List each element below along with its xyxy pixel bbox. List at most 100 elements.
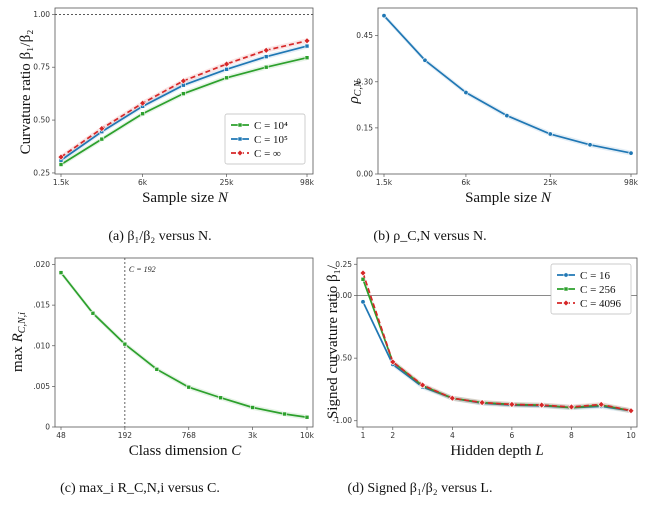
data-point (58, 270, 64, 275)
data-point (90, 310, 96, 316)
panel-caption: (a) β₁/β₂ versus N. (108, 229, 211, 244)
data-point (224, 75, 229, 81)
y-tick-label: .005 (33, 382, 50, 391)
x-axis-label: Sample size N (465, 190, 552, 206)
panel-a: 1.5k 6k 25k 98k 0.25 0.50 0.75 1.00 Sample size … (18, 7, 315, 244)
y-tick-label: 0.25 (33, 168, 50, 177)
data-point (504, 113, 510, 119)
x-tick-label: 192 (118, 431, 133, 440)
x-tick-label: 10k (300, 431, 315, 440)
legend-marker (237, 122, 243, 128)
series-line (383, 15, 632, 154)
y-axis-label: max RC,N,i (10, 312, 28, 372)
x-tick-label: 25k (543, 178, 558, 187)
y-tick-label: 0.00 (335, 291, 352, 300)
x-tick-label: 1.5k (53, 178, 70, 187)
data-point (463, 90, 469, 96)
data-point (263, 64, 269, 70)
data-point (99, 136, 105, 142)
x-axis-label: Hidden depth L (450, 443, 543, 459)
x-tick-label: 6k (461, 178, 471, 187)
data-point (218, 395, 223, 401)
plot-frame (356, 257, 638, 428)
data-point (282, 411, 287, 417)
data-point (154, 367, 160, 372)
data-point (304, 43, 310, 49)
legend-label: C = 256 (580, 284, 616, 296)
series-band (363, 299, 631, 414)
x-axis-label: Class dimension C (129, 443, 243, 459)
y-tick-label: .015 (33, 301, 50, 310)
legend-box (550, 263, 632, 315)
legend-label: C = 4096 (580, 298, 622, 310)
legend-label: C = ∞ (254, 148, 281, 160)
x-tick-label: 8 (569, 431, 574, 440)
y-tick-label: .010 (33, 341, 50, 350)
x-tick-label: 4 (450, 431, 455, 440)
data-point (58, 162, 64, 167)
data-point (122, 341, 128, 347)
x-tick-label: 3k (248, 431, 258, 440)
data-point (538, 401, 546, 409)
data-point (186, 384, 192, 390)
x-tick-label: 6 (509, 431, 514, 440)
data-point (224, 67, 229, 72)
data-point (98, 125, 106, 132)
series-band (384, 13, 631, 156)
data-point (262, 46, 270, 54)
y-axis-label: Curvature ratio β₁/β₂ (18, 30, 34, 155)
y-tick-label: 0.45 (356, 31, 373, 40)
series-line (362, 272, 632, 412)
data-point (587, 142, 593, 148)
data-point (419, 381, 426, 389)
data-point (263, 54, 269, 59)
y-tick-label: -0.50 (333, 354, 353, 363)
data-point (381, 13, 387, 19)
data-point (568, 403, 575, 411)
data-point (422, 57, 428, 63)
legend-marker (237, 136, 243, 142)
data-point (223, 60, 231, 68)
panel-caption: (b) ρ_C,N versus N. (373, 229, 486, 244)
series-band (61, 270, 307, 420)
panel-caption: (c) max_i R_C,N,i versus C. (60, 481, 220, 496)
data-point (57, 153, 65, 161)
x-tick-label: 48 (56, 431, 66, 440)
data-point (139, 99, 147, 107)
data-point (508, 401, 516, 408)
y-tick-label: 0.50 (33, 116, 50, 125)
data-point (359, 269, 367, 277)
panel-b: 1.5k 6k 25k 98k 0.00 0.15 0.30 0.45 Sample size … (346, 7, 639, 244)
x-axis-label: Sample size N (142, 190, 229, 206)
panel-caption: (d) Signed β₁/β₂ versus L. (348, 481, 493, 496)
data-point (250, 405, 255, 410)
x-tick-label: 6k (138, 178, 148, 187)
y-tick-label: 0.30 (356, 77, 373, 86)
legend-label: C = 10⁵ (254, 134, 288, 146)
x-tick-label: 1 (361, 431, 366, 440)
y-tick-label: 0.75 (33, 63, 50, 72)
series-line (60, 272, 308, 419)
x-tick-label: 98k (624, 178, 639, 187)
data-point (304, 414, 310, 420)
legend-marker (562, 299, 570, 307)
legend: C = 16 C = 256 C = 4096 (550, 263, 632, 315)
data-point (597, 401, 605, 408)
legend-marker (563, 272, 569, 278)
x-tick-label: 1.5k (376, 178, 393, 187)
legend-marker (236, 149, 244, 157)
data-point (303, 37, 311, 45)
data-point (389, 358, 397, 366)
x-tick-label: 2 (390, 431, 395, 440)
series-line (362, 301, 632, 412)
x-tick-label: 768 (182, 431, 197, 440)
legend-marker (563, 286, 569, 292)
legend: C = 10⁴ C = 10⁵ C = ∞ (224, 113, 306, 165)
data-point (547, 131, 553, 137)
data-point (140, 111, 145, 117)
plot-frame (54, 257, 314, 428)
data-point (448, 394, 456, 402)
x-tick-label: 10 (626, 431, 636, 440)
y-tick-label: 0.25 (335, 260, 352, 269)
